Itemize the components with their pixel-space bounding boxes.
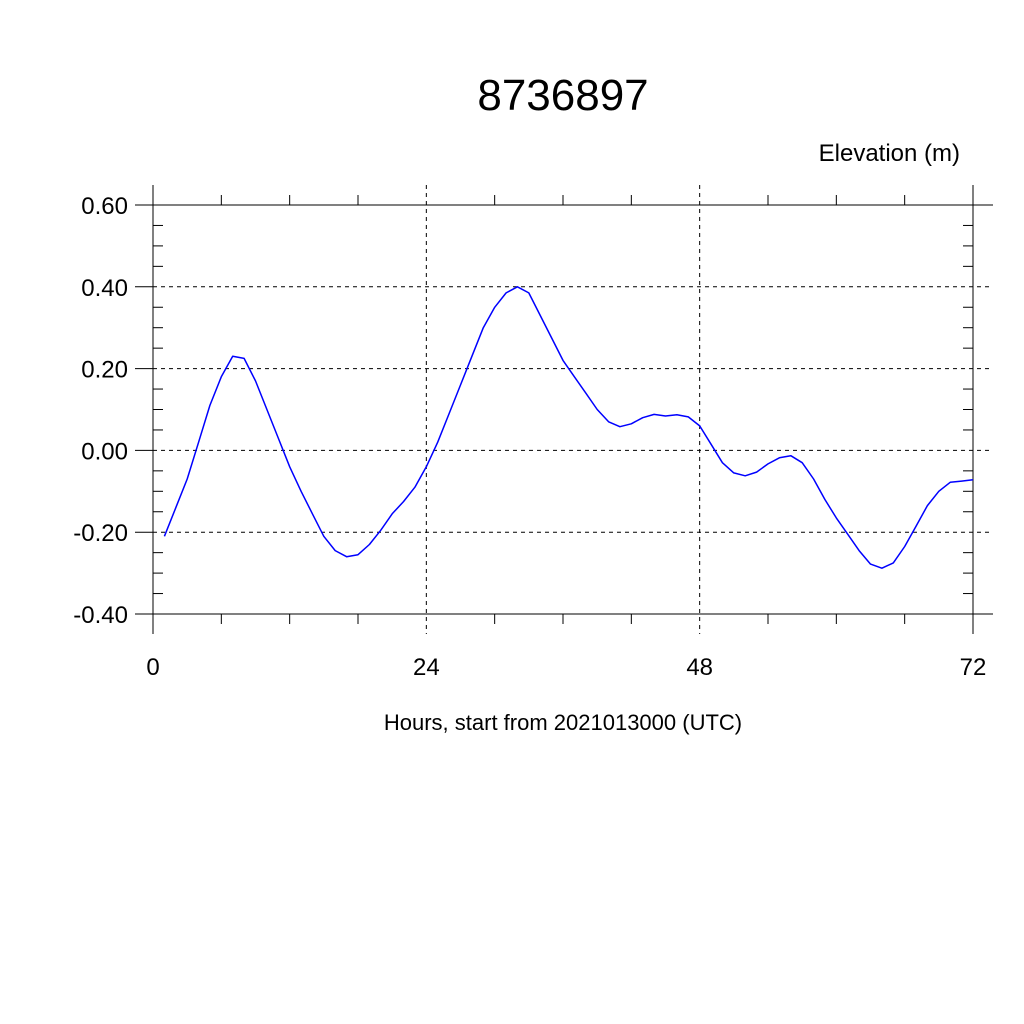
x-tick-label: 24 — [413, 654, 440, 681]
tick-marks — [135, 195, 973, 624]
series-line — [163, 286, 974, 569]
y-tick-label: -0.20 — [73, 520, 128, 547]
x-tick-label: 72 — [960, 654, 987, 681]
y-tick-label: 0.40 — [81, 275, 128, 302]
x-tick-label: 0 — [146, 654, 159, 681]
y-tick-label: 0.20 — [81, 357, 128, 384]
x-tick-label: 48 — [686, 654, 713, 681]
series-layer — [163, 286, 974, 569]
y-tick-label: 0.60 — [81, 193, 128, 220]
y-tick-label: -0.40 — [73, 602, 128, 629]
chart-title: 8736897 — [477, 71, 648, 120]
y-axis-label: Elevation (m) — [819, 140, 960, 167]
x-axis-label: Hours, start from 2021013000 (UTC) — [384, 710, 742, 735]
y-tick-label: 0.00 — [81, 438, 128, 465]
tick-labels: 0.60 0.40 0.20 0.00 -0.20 -0.40 0 24 48 72 — [73, 193, 986, 681]
